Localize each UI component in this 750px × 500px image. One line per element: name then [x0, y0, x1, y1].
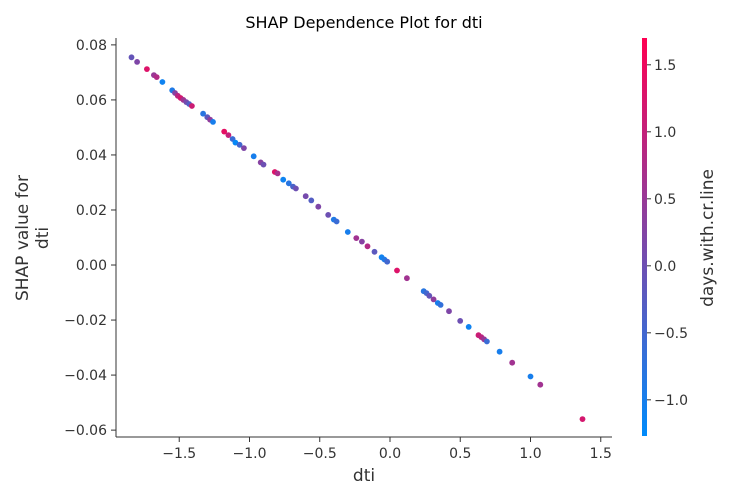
y-tick-label: 0.02 — [76, 203, 107, 219]
x-axis-ticks: −1.5 −1.0 −0.5 0.0 0.5 1.0 1.5 — [162, 437, 612, 462]
scatter-point-41 — [359, 238, 365, 245]
plot-axes — [115, 38, 612, 438]
colorbar — [642, 38, 647, 436]
colorbar-tick-label: 1.5 — [654, 58, 676, 74]
colorbar-tick-label: 1.0 — [654, 125, 676, 141]
x-tick-label: −1.0 — [232, 446, 266, 462]
scatter-point-29 — [280, 176, 287, 183]
x-tick-label: 1.0 — [519, 446, 541, 462]
scatter-points — [128, 54, 586, 422]
scatter-point-13 — [189, 103, 195, 109]
scatter-point-51 — [426, 292, 433, 299]
scatter-point-57 — [465, 324, 472, 330]
scatter-point-62 — [496, 348, 503, 355]
x-tick-label: −1.5 — [162, 446, 196, 462]
scatter-point-30 — [285, 180, 292, 187]
scatter-point-48 — [404, 275, 410, 282]
x-axis-label: dti — [353, 466, 375, 486]
scatter-point-0 — [128, 54, 135, 61]
scatter-point-18 — [221, 128, 228, 135]
colorbar-tick-label: −1.0 — [654, 393, 688, 409]
scatter-point-32 — [293, 185, 299, 192]
scatter-point-42 — [364, 243, 371, 250]
colorbar-tick-label: −0.5 — [654, 326, 688, 342]
scatter-point-46 — [384, 258, 391, 265]
scatter-point-61 — [484, 338, 490, 345]
scatter-point-33 — [302, 193, 309, 200]
scatter-point-52 — [430, 296, 437, 303]
colorbar-tick-label: 0.0 — [654, 259, 676, 275]
colorbar-label: days.with.cr.line — [698, 169, 718, 307]
scatter-point-55 — [446, 308, 452, 315]
colorbar-ticks: −1.0 −0.5 0.0 0.5 1.0 1.5 — [647, 58, 688, 409]
colorbar-tick-label: 0.5 — [654, 192, 676, 208]
scatter-point-22 — [236, 141, 243, 148]
scatter-point-14 — [200, 110, 207, 117]
y-tick-label: −0.06 — [64, 423, 107, 439]
scatter-point-5 — [159, 79, 166, 85]
y-axis-label-line-2: dti — [33, 227, 53, 249]
scatter-point-40 — [353, 235, 360, 242]
scatter-point-39 — [344, 229, 351, 235]
scatter-point-65 — [537, 381, 544, 388]
y-axis-ticks: −0.06 −0.04 −0.02 0.00 0.02 0.04 0.06 0.08 — [64, 38, 116, 439]
scatter-point-2 — [144, 66, 150, 72]
scatter-point-47 — [394, 267, 400, 274]
scatter-point-36 — [325, 212, 332, 218]
scatter-point-38 — [333, 218, 340, 225]
chart-title: SHAP Dependence Plot for dti — [245, 13, 482, 32]
x-tick-label: 1.5 — [590, 446, 612, 462]
scatter-point-1 — [134, 59, 141, 65]
x-tick-label: −0.5 — [303, 446, 337, 462]
y-tick-label: 0.06 — [76, 93, 107, 109]
y-tick-label: 0.08 — [76, 38, 107, 54]
y-axis-label: SHAP value for dti — [13, 175, 53, 301]
scatter-point-54 — [437, 302, 444, 308]
scatter-point-64 — [527, 373, 534, 380]
scatter-point-66 — [579, 416, 586, 422]
scatter-point-28 — [274, 170, 281, 177]
scatter-point-43 — [371, 248, 378, 255]
scatter-point-24 — [250, 153, 257, 160]
x-tick-label: 0.5 — [449, 446, 471, 462]
y-tick-label: 0.00 — [76, 258, 107, 274]
scatter-point-26 — [260, 161, 267, 168]
y-tick-label: −0.04 — [64, 368, 107, 384]
scatter-point-35 — [315, 203, 322, 210]
scatter-point-4 — [153, 74, 160, 80]
y-axis-label-line-1: SHAP value for — [13, 175, 33, 301]
scatter-point-56 — [457, 318, 464, 324]
colorbar-label-group: days.with.cr.line — [698, 169, 718, 307]
scatter-point-63 — [509, 359, 516, 366]
scatter-point-34 — [308, 197, 315, 204]
scatter-point-19 — [225, 132, 232, 139]
scatter-point-23 — [241, 145, 247, 152]
scatter-point-17 — [210, 119, 216, 125]
x-tick-label: 0.0 — [379, 446, 401, 462]
y-tick-label: −0.02 — [64, 313, 107, 329]
y-tick-label: 0.04 — [76, 148, 107, 164]
